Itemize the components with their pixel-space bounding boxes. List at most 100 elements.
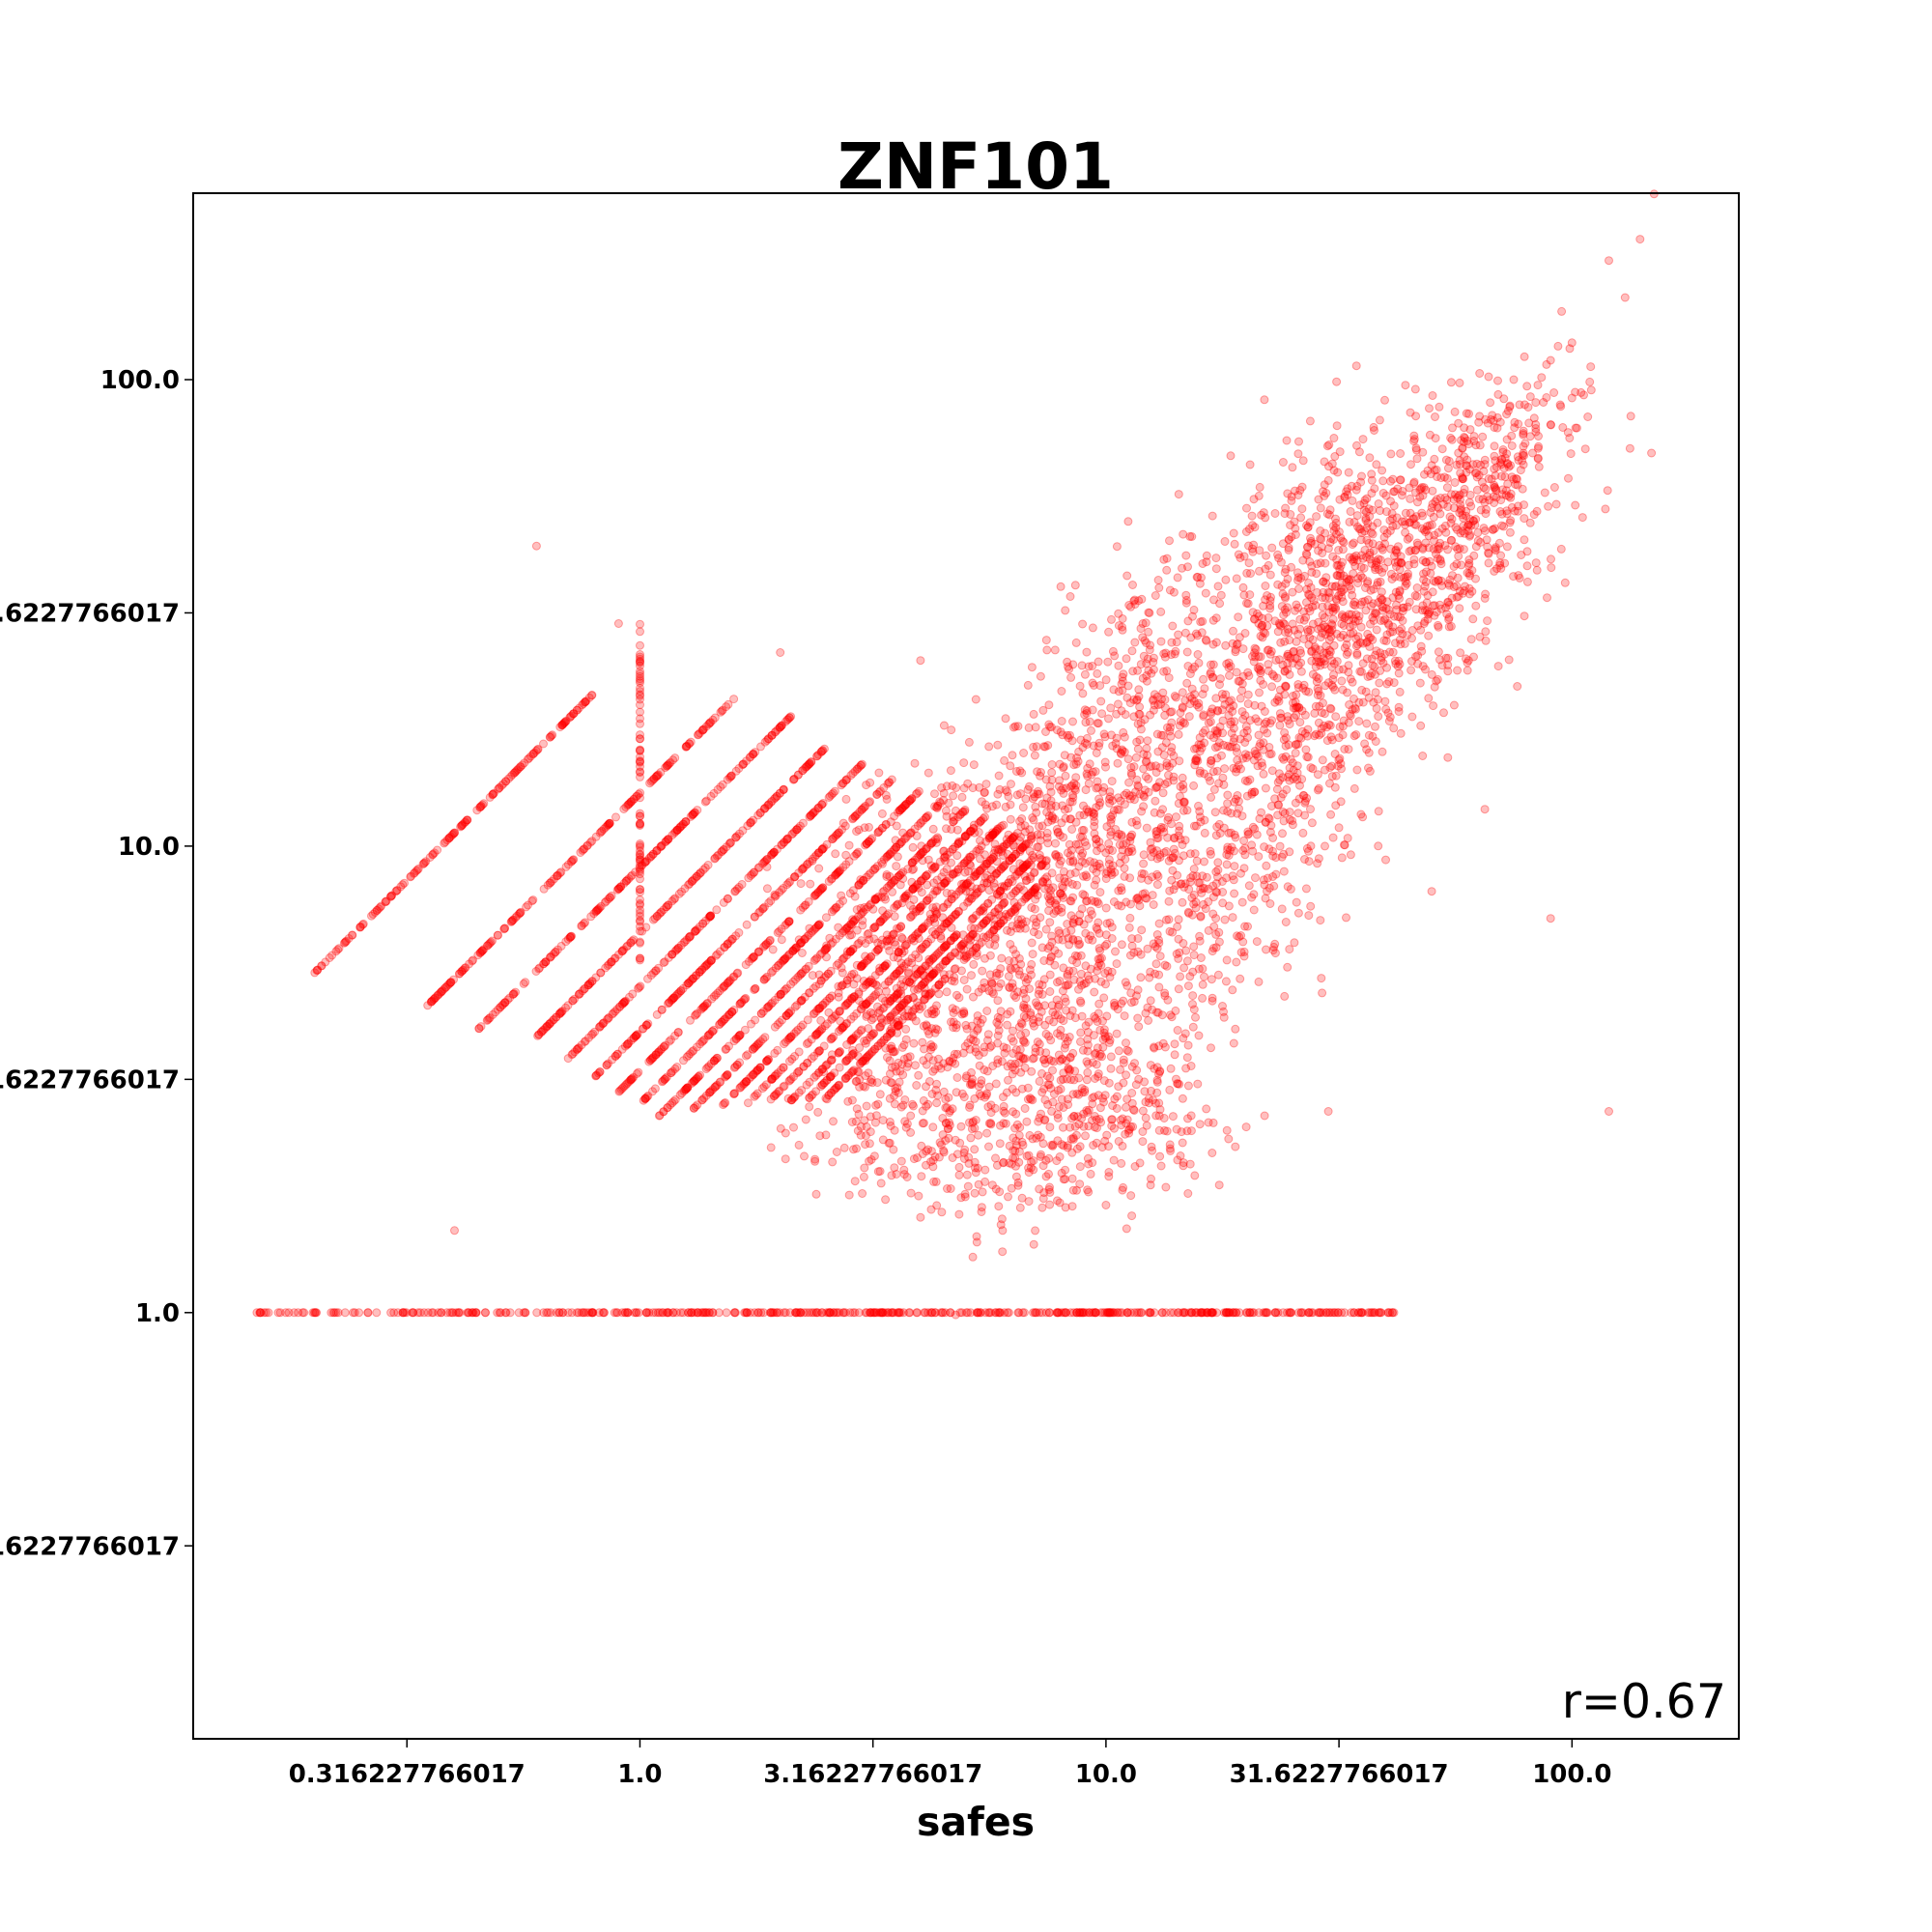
data-point (636, 855, 644, 865)
data-point (665, 758, 674, 768)
data-point (1013, 1308, 1023, 1318)
data-point (1108, 1308, 1118, 1318)
data-point (668, 1308, 678, 1318)
data-point (1325, 1308, 1335, 1318)
data-point (1207, 1308, 1215, 1318)
data-point (1151, 796, 1160, 806)
data-point (927, 1308, 937, 1318)
data-point (651, 1308, 661, 1318)
data-point (651, 772, 661, 781)
data-point (467, 1308, 476, 1318)
data-point (798, 766, 808, 776)
data-point (672, 826, 682, 836)
data-point (636, 719, 644, 728)
data-point (399, 1308, 409, 1318)
data-point (828, 1157, 838, 1167)
data-point (1374, 841, 1383, 851)
data-point (726, 936, 735, 946)
data-point (1104, 1308, 1114, 1318)
data-point (1261, 894, 1270, 903)
data-point (653, 1308, 663, 1318)
data-point (602, 1014, 611, 1024)
data-point (805, 988, 814, 998)
data-point (849, 1011, 859, 1021)
data-point (825, 1308, 835, 1318)
data-point (1230, 889, 1239, 898)
data-point (928, 926, 937, 936)
data-point (643, 1091, 653, 1100)
data-point (421, 857, 431, 867)
data-point (834, 1081, 843, 1091)
data-point (1174, 1308, 1182, 1318)
data-point (587, 1308, 597, 1318)
data-point (810, 1072, 819, 1082)
data-point (783, 1094, 793, 1103)
data-point (724, 977, 734, 986)
data-point (1335, 722, 1345, 731)
data-point (539, 959, 549, 969)
data-point (875, 1308, 885, 1318)
data-point (656, 908, 666, 918)
data-point (829, 1308, 838, 1318)
data-point (684, 739, 694, 749)
data-point (1029, 1308, 1037, 1318)
data-point (594, 1068, 603, 1078)
data-point (1556, 402, 1566, 412)
data-point (409, 1308, 418, 1318)
data-point (1020, 1104, 1030, 1113)
data-point (1204, 925, 1213, 935)
data-point (939, 970, 949, 980)
data-point (546, 1308, 555, 1318)
data-point (797, 865, 807, 874)
data-point (1353, 1308, 1363, 1318)
data-point (996, 1308, 1006, 1318)
data-point (636, 850, 644, 860)
data-point (1357, 1308, 1367, 1318)
data-point (1024, 1168, 1034, 1178)
data-point (647, 1054, 657, 1064)
data-point (841, 776, 851, 785)
data-point (1096, 1308, 1106, 1318)
data-point (1011, 1109, 1021, 1119)
data-point (440, 984, 449, 994)
data-point (917, 818, 925, 827)
data-point (687, 1308, 696, 1318)
data-point (1219, 1007, 1228, 1016)
data-point (886, 1308, 895, 1318)
data-point (1455, 378, 1464, 387)
data-point (310, 968, 320, 978)
data-point (770, 1308, 779, 1318)
data-point (1327, 1308, 1337, 1318)
data-point (1103, 1308, 1113, 1318)
data-point (636, 707, 644, 717)
data-point (987, 979, 997, 988)
data-point (1263, 1308, 1272, 1318)
data-point (1102, 1130, 1112, 1140)
data-point (494, 784, 503, 794)
data-point (636, 857, 644, 867)
data-point (878, 1116, 888, 1125)
data-point (982, 1128, 992, 1138)
data-point (715, 1019, 724, 1029)
data-point (866, 1308, 874, 1318)
data-point (1312, 512, 1321, 522)
data-point (914, 934, 923, 943)
data-point (1386, 449, 1396, 459)
data-point (913, 1308, 923, 1318)
data-point (1406, 460, 1415, 469)
data-point (586, 1308, 596, 1318)
data-point (636, 867, 644, 876)
data-point (348, 930, 356, 940)
data-point (887, 879, 896, 889)
data-point (581, 918, 590, 927)
data-point (636, 926, 644, 936)
data-point (956, 941, 966, 951)
data-point (327, 1308, 336, 1318)
data-point (749, 815, 757, 825)
data-point (751, 1015, 760, 1025)
data-point (781, 835, 791, 844)
data-point (602, 1061, 611, 1070)
data-point (756, 742, 765, 752)
data-point (1337, 1308, 1347, 1318)
data-point (1152, 880, 1162, 890)
